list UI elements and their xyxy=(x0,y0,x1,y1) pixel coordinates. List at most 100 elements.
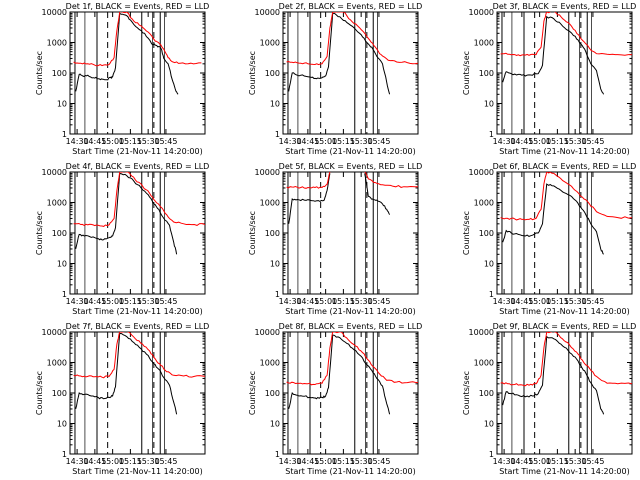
x-tick-label: 14:45 xyxy=(296,297,319,306)
y-tick-label: 1000 xyxy=(47,39,67,48)
plot-frame xyxy=(496,331,633,455)
x-tick-label: 15:00 xyxy=(314,297,337,306)
y-axis-label: Counts/sec xyxy=(35,51,44,95)
x-tick-label: 15:15 xyxy=(119,297,142,306)
y-axis-label: Counts/sec xyxy=(35,211,44,255)
series-line-lld xyxy=(286,332,418,386)
x-tick-label: 14:30 xyxy=(66,297,89,306)
y-tick-label: 10 xyxy=(270,420,280,429)
y-tick-label: 1000 xyxy=(47,199,67,208)
y-axis-label: Counts/sec xyxy=(462,371,471,415)
x-tick-label: 15:00 xyxy=(101,457,124,466)
plot-frame xyxy=(282,171,419,295)
y-tick-label: 10 xyxy=(270,260,280,269)
y-tick-label: 100 xyxy=(479,229,494,238)
plot-frame xyxy=(282,11,419,135)
panel-title: Det 5f, BLACK = Events, RED = LLD xyxy=(279,162,423,171)
y-tick-label: 1 xyxy=(62,130,67,139)
y-tick-label: 1000 xyxy=(260,39,280,48)
series-line-events xyxy=(502,15,605,95)
series-line-events xyxy=(75,12,179,95)
panel-title: Det 1f, BLACK = Events, RED = LLD xyxy=(66,2,210,11)
y-tick-label: 1 xyxy=(62,290,67,299)
y-tick-label: 10000 xyxy=(469,168,494,177)
detector-panel: 1 10 100 1000 10000 14:3014:4515:0015:1515:30… xyxy=(35,2,209,156)
y-tick-label: 1000 xyxy=(474,39,494,48)
y-tick-label: 10000 xyxy=(255,168,280,177)
series-line-events xyxy=(364,173,391,215)
x-tick-label: 15:15 xyxy=(332,297,355,306)
x-tick-label: 15:45 xyxy=(367,297,390,306)
series-group xyxy=(73,332,205,415)
series-line-lld xyxy=(364,172,418,188)
x-axis-label: Start Time (21-Nov-11 14:20:00) xyxy=(72,147,202,156)
y-tick-label: 100 xyxy=(52,229,67,238)
x-tick-label: 14:45 xyxy=(510,457,533,466)
y-tick-label: 10 xyxy=(270,100,280,109)
detector-panel: 1 10 100 1000 10000 14:3014:4515:0015:1515:30… xyxy=(35,322,209,476)
x-tick-label: 14:45 xyxy=(296,457,319,466)
x-tick-label: 15:30 xyxy=(350,297,373,306)
x-tick-label: 15:00 xyxy=(101,297,124,306)
detector-panel: 1 10 100 1000 10000 14:3014:4515:0015:1515:30… xyxy=(462,162,636,316)
series-line-lld xyxy=(286,172,331,189)
y-tick-label: 1 xyxy=(489,290,494,299)
x-tick-label: 14:45 xyxy=(83,137,106,146)
x-tick-label: 15:45 xyxy=(581,137,604,146)
x-tick-label: 15:00 xyxy=(314,137,337,146)
y-axis-label: Counts/sec xyxy=(248,371,257,415)
y-tick-label: 10000 xyxy=(255,328,280,337)
y-tick-label: 1 xyxy=(275,290,280,299)
x-axis-label: Start Time (21-Nov-11 14:20:00) xyxy=(499,147,629,156)
x-tick-label: 15:15 xyxy=(119,137,142,146)
x-tick-label: 15:30 xyxy=(350,457,373,466)
x-tick-label: 14:30 xyxy=(493,297,516,306)
y-tick-label: 1000 xyxy=(474,359,494,368)
y-tick-label: 10 xyxy=(57,260,67,269)
x-axis-label: Start Time (21-Nov-11 14:20:00) xyxy=(499,307,629,316)
x-tick-label: 14:30 xyxy=(493,457,516,466)
x-tick-label: 14:30 xyxy=(493,137,516,146)
y-axis-label: Counts/sec xyxy=(35,371,44,415)
y-tick-label: 10000 xyxy=(469,328,494,337)
y-tick-label: 1000 xyxy=(474,199,494,208)
x-tick-label: 15:15 xyxy=(546,137,569,146)
x-tick-label: 15:45 xyxy=(367,457,390,466)
detector-panel: 1 10 100 1000 10000 14:3014:4515:0015:1515:30… xyxy=(35,162,209,316)
y-tick-label: 1000 xyxy=(47,359,67,368)
x-axis-label: Start Time (21-Nov-11 14:20:00) xyxy=(285,307,415,316)
y-tick-label: 10 xyxy=(484,420,494,429)
y-tick-label: 10000 xyxy=(469,8,494,17)
y-axis-label: Counts/sec xyxy=(248,51,257,95)
x-tick-label: 15:30 xyxy=(564,297,587,306)
x-tick-label: 14:30 xyxy=(279,297,302,306)
x-tick-label: 14:30 xyxy=(279,137,302,146)
y-tick-label: 1000 xyxy=(260,199,280,208)
x-tick-label: 15:30 xyxy=(137,457,160,466)
series-line-events xyxy=(288,12,391,95)
panel-title: Det 9f, BLACK = Events, RED = LLD xyxy=(493,322,637,331)
plot-frame xyxy=(69,331,206,455)
series-group xyxy=(286,172,418,224)
series-line-events xyxy=(288,334,391,415)
y-tick-label: 100 xyxy=(265,229,280,238)
y-axis-label: Counts/sec xyxy=(462,211,471,255)
x-tick-label: 15:15 xyxy=(119,457,142,466)
series-line-lld xyxy=(73,12,202,67)
x-tick-label: 14:30 xyxy=(279,457,302,466)
x-tick-label: 15:15 xyxy=(332,457,355,466)
series-line-events xyxy=(75,332,178,415)
y-tick-label: 10000 xyxy=(255,8,280,17)
x-tick-label: 15:30 xyxy=(350,137,373,146)
panel-title: Det 8f, BLACK = Events, RED = LLD xyxy=(279,322,423,331)
series-line-events xyxy=(288,173,331,224)
y-tick-label: 10000 xyxy=(42,168,67,177)
panel-title: Det 6f, BLACK = Events, RED = LLD xyxy=(493,162,637,171)
series-group xyxy=(500,12,632,95)
x-tick-label: 15:45 xyxy=(367,137,390,146)
x-tick-label: 15:00 xyxy=(101,137,124,146)
x-tick-label: 15:30 xyxy=(137,137,160,146)
series-line-lld xyxy=(286,12,418,66)
x-tick-label: 14:45 xyxy=(510,297,533,306)
